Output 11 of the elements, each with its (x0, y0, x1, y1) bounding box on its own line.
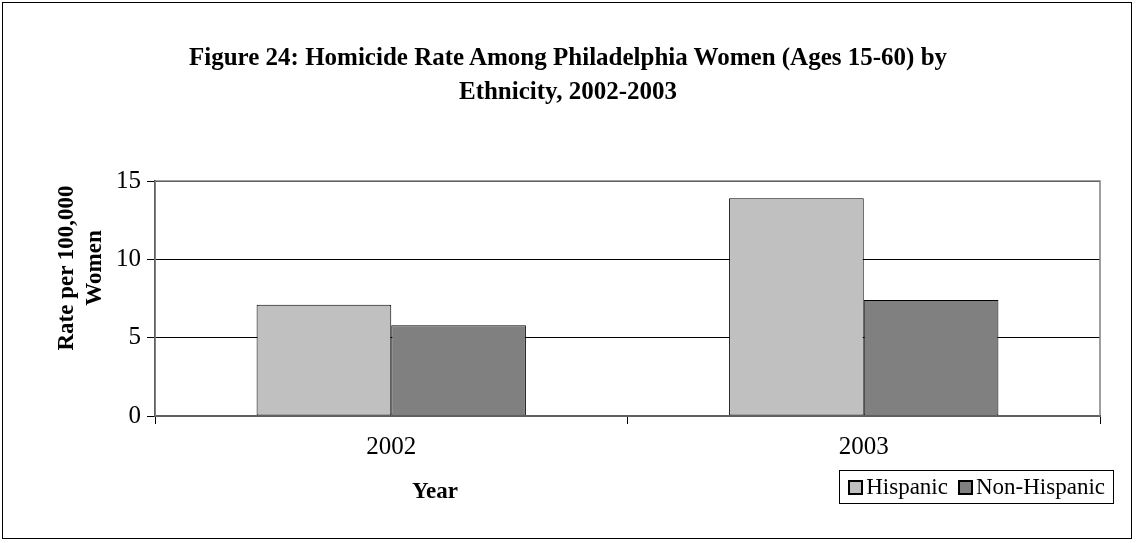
y-tick-label: 5 (128, 322, 141, 350)
x-tick-label: 2003 (838, 431, 889, 459)
x-tick-label: 2002 (366, 431, 417, 459)
legend-label: Non-Hispanic (975, 474, 1105, 500)
legend-label: Hispanic (866, 474, 948, 500)
x-axis-title: Year (411, 478, 459, 504)
chart-title: Figure 24: Homicide Rate Among Philadelphia Women (Ages 15-60) by Ethnicity, 2002-2003 (187, 42, 949, 106)
y-tick-label: 15 (116, 165, 141, 193)
y-tick-label: 0 (128, 400, 141, 428)
y-axis-title: Rate per 100,000 Women (52, 184, 107, 353)
y-tick-label: 10 (116, 243, 141, 271)
